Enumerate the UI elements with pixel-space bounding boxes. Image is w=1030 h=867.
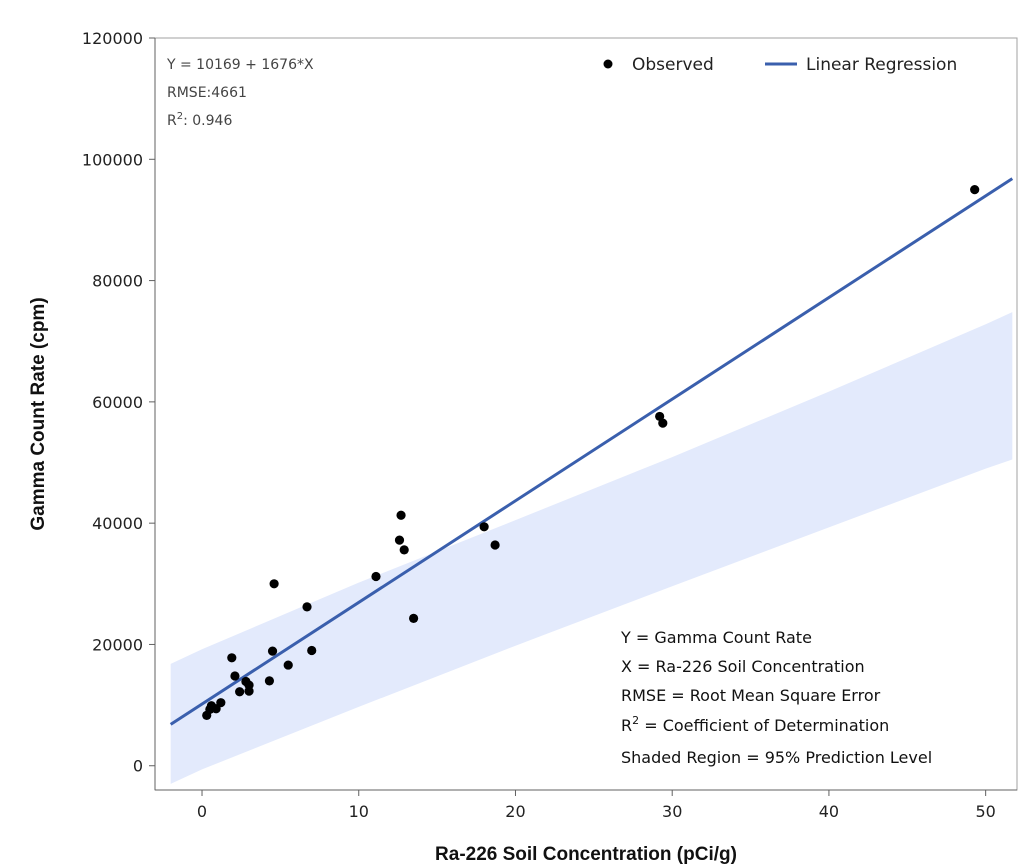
rmse-value: RMSE:4661 [167, 85, 247, 101]
regression-equation: Y = 10169 + 1676*X [166, 57, 314, 73]
y-axis: 0 20000 40000 60000 80000 100000 120000 [82, 29, 156, 790]
note-r2-superscript: 2 [632, 714, 639, 727]
observed-point [371, 571, 381, 582]
observed-points-layer [202, 185, 980, 721]
legend: Observed Linear Regression [603, 55, 957, 75]
observed-point [307, 645, 317, 656]
observed-point [235, 687, 245, 697]
note-line-r2: R2 = Coefficient of Determination [621, 714, 889, 735]
observed-point [409, 613, 419, 623]
r-squared-letter: R [167, 113, 177, 129]
y-tick-label: 60000 [92, 393, 143, 412]
regression-stats: Y = 10169 + 1676*X RMSE:4661 R2: 0.946 [166, 57, 314, 129]
x-tick-label: 0 [197, 802, 207, 821]
x-axis-title: Ra-226 Soil Concentration (pCi/g) [435, 844, 737, 865]
legend-observed-label: Observed [632, 55, 714, 75]
regression-line-layer [169, 177, 1014, 726]
observed-point [399, 545, 409, 555]
observed-point [230, 671, 240, 681]
legend-observed-marker [603, 59, 613, 69]
y-tick-label: 0 [133, 757, 143, 776]
observed-point [970, 185, 980, 195]
observed-point [396, 510, 406, 520]
observed-point [479, 522, 489, 532]
x-tick-label: 10 [349, 802, 369, 821]
observed-point [283, 660, 293, 670]
definitions-note: Y = Gamma Count Rate X = Ra-226 Soil Con… [620, 628, 932, 767]
y-tick-label: 120000 [82, 29, 143, 48]
note-line-shaded: Shaded Region = 95% Prediction Level [621, 748, 932, 767]
r-squared-superscript: 2 [177, 111, 183, 122]
x-tick-label: 40 [819, 802, 839, 821]
observed-point [490, 540, 500, 550]
prediction-band-layer [170, 312, 1013, 784]
r-squared-value: R2: 0.946 [167, 111, 232, 129]
observed-point [264, 676, 275, 686]
plot-area [154, 37, 1018, 791]
observed-point [267, 646, 278, 656]
y-tick-label: 40000 [92, 514, 143, 533]
r-squared-number: : 0.946 [183, 113, 232, 129]
observed-point [269, 579, 279, 589]
observed-point [216, 698, 226, 708]
note-line-rmse: RMSE = Root Mean Square Error [621, 686, 881, 705]
x-axis: 0 10 20 30 40 50 [155, 789, 1017, 821]
y-tick-label: 80000 [92, 272, 143, 291]
note-r2-definition: = Coefficient of Determination [639, 716, 889, 735]
observed-point [302, 602, 312, 612]
y-axis-title: Gamma Count Rate (cpm) [28, 297, 49, 530]
note-r2-letter: R [621, 716, 632, 735]
legend-regression-label: Linear Regression [806, 55, 957, 75]
note-line-x: X = Ra-226 Soil Concentration [621, 657, 865, 676]
y-tick-label: 20000 [92, 635, 143, 654]
x-tick-label: 30 [662, 802, 682, 821]
x-tick-label: 50 [975, 802, 995, 821]
note-line-y: Y = Gamma Count Rate [620, 628, 812, 647]
observed-point [227, 653, 237, 663]
prediction-band [170, 312, 1013, 784]
y-tick-label: 100000 [82, 150, 143, 169]
x-tick-label: 20 [505, 802, 525, 821]
observed-point [244, 680, 254, 690]
observed-point [658, 418, 668, 428]
regression-line [169, 177, 1014, 726]
observed-point [394, 535, 405, 545]
